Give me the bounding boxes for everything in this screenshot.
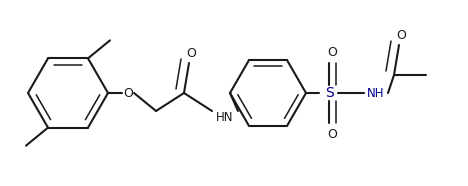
Text: O: O xyxy=(123,86,133,100)
Text: NH: NH xyxy=(367,86,385,100)
Text: O: O xyxy=(186,46,196,60)
Text: O: O xyxy=(327,46,337,59)
Text: HN: HN xyxy=(216,110,234,124)
Text: S: S xyxy=(325,86,333,100)
Text: O: O xyxy=(396,28,406,41)
Text: O: O xyxy=(327,127,337,140)
